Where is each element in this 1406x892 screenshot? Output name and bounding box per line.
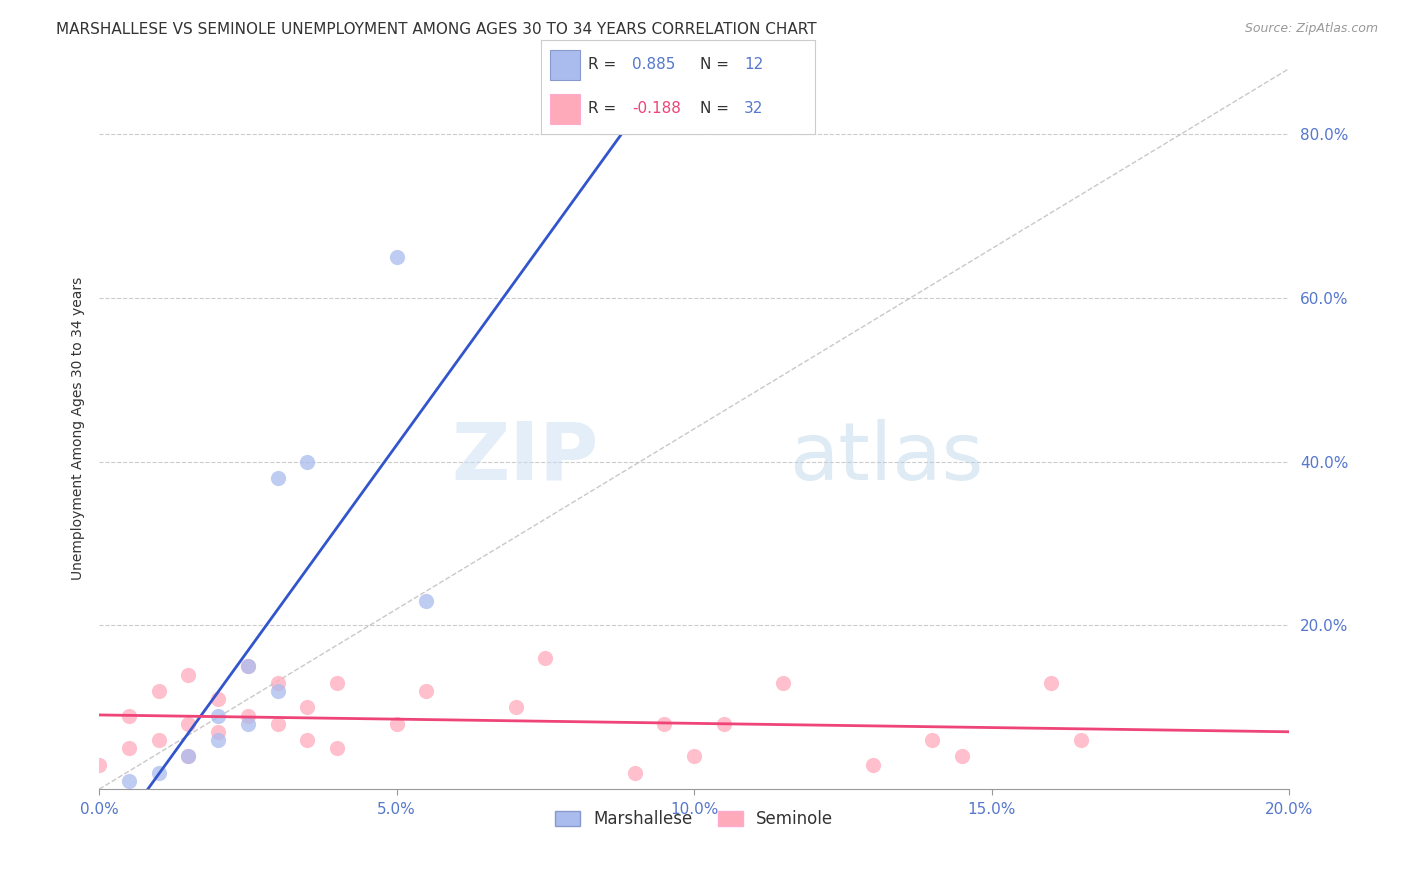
Point — [207, 725, 229, 739]
Text: N =: N = — [700, 57, 734, 72]
Point — [177, 749, 200, 764]
Text: R =: R = — [588, 101, 621, 116]
Point — [236, 708, 259, 723]
Point — [683, 749, 706, 764]
Point — [207, 692, 229, 706]
Text: 12: 12 — [744, 57, 763, 72]
Point — [505, 700, 527, 714]
Point — [623, 765, 645, 780]
Point — [534, 651, 557, 665]
Point — [415, 594, 437, 608]
Text: ZIP: ZIP — [451, 418, 599, 497]
Point — [1070, 733, 1092, 747]
Point — [148, 684, 170, 698]
Y-axis label: Unemployment Among Ages 30 to 34 years: Unemployment Among Ages 30 to 34 years — [72, 277, 86, 581]
Point — [118, 774, 141, 789]
Point — [297, 733, 319, 747]
Point — [236, 659, 259, 673]
Text: -0.188: -0.188 — [631, 101, 681, 116]
Text: atlas: atlas — [789, 418, 984, 497]
Point — [236, 659, 259, 673]
Point — [415, 684, 437, 698]
Point — [654, 716, 676, 731]
Point — [326, 741, 349, 756]
Point — [297, 700, 319, 714]
Point — [177, 716, 200, 731]
Point — [266, 716, 288, 731]
Point — [297, 455, 319, 469]
Point — [118, 708, 141, 723]
Point — [385, 716, 408, 731]
Point — [207, 733, 229, 747]
Point — [148, 733, 170, 747]
Point — [177, 667, 200, 681]
Point — [207, 708, 229, 723]
Point — [862, 757, 884, 772]
Point — [118, 741, 141, 756]
Bar — [550, 94, 579, 125]
Text: 0.885: 0.885 — [631, 57, 675, 72]
Point — [921, 733, 943, 747]
Text: R =: R = — [588, 57, 621, 72]
Point — [385, 250, 408, 264]
Text: MARSHALLESE VS SEMINOLE UNEMPLOYMENT AMONG AGES 30 TO 34 YEARS CORRELATION CHART: MARSHALLESE VS SEMINOLE UNEMPLOYMENT AMO… — [56, 22, 817, 37]
Point — [148, 765, 170, 780]
Text: Source: ZipAtlas.com: Source: ZipAtlas.com — [1244, 22, 1378, 36]
Legend: Marshallese, Seminole: Marshallese, Seminole — [548, 804, 839, 835]
Point — [266, 684, 288, 698]
Point — [266, 471, 288, 485]
Point — [772, 675, 794, 690]
Point — [326, 675, 349, 690]
Text: 32: 32 — [744, 101, 763, 116]
Point — [1040, 675, 1063, 690]
Bar — [550, 49, 579, 80]
Point — [236, 716, 259, 731]
Point — [266, 675, 288, 690]
Point — [177, 749, 200, 764]
Point — [89, 757, 111, 772]
Text: N =: N = — [700, 101, 734, 116]
Point — [950, 749, 973, 764]
Point — [713, 716, 735, 731]
